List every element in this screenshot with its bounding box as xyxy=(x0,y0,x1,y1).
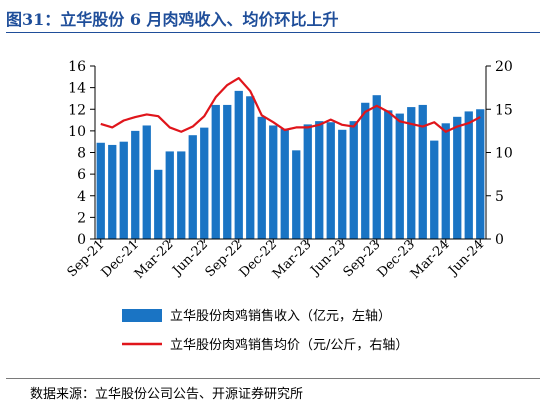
bar-revenue xyxy=(315,121,324,239)
x-tick-label: Jun-22 xyxy=(169,237,211,279)
bar-revenue xyxy=(407,107,416,240)
bar-revenue xyxy=(361,102,370,239)
x-tick-label: Mar-24 xyxy=(408,237,453,282)
y-left-tick-label: 16 xyxy=(68,59,86,75)
x-tick-label: Jun-23 xyxy=(307,237,349,279)
bar-revenue xyxy=(453,116,462,239)
bar-revenue xyxy=(326,122,335,239)
bar-revenue xyxy=(234,90,243,240)
legend-bar-swatch xyxy=(122,309,162,322)
bar-revenue xyxy=(96,142,105,239)
bar-revenue xyxy=(246,96,255,240)
bar-revenue xyxy=(349,121,358,239)
bar-revenue xyxy=(211,104,220,239)
bar-revenue xyxy=(430,140,439,239)
x-tick-label: Mar-23 xyxy=(270,237,315,282)
title-divider xyxy=(6,32,540,33)
y-left-tick-label: 2 xyxy=(77,210,86,226)
y-left-tick-label: 8 xyxy=(77,146,86,162)
bar-revenue xyxy=(188,135,197,239)
y-right-tick-label: 15 xyxy=(495,102,513,118)
bar-revenue xyxy=(200,127,209,239)
x-tick-label: Mar-22 xyxy=(132,237,177,282)
bar-revenue xyxy=(395,113,404,239)
bar-revenue xyxy=(464,111,473,239)
bar-revenue xyxy=(165,151,174,239)
bar-revenue xyxy=(223,104,232,239)
bar-revenue xyxy=(177,151,186,239)
bar-revenue xyxy=(108,144,117,239)
source-note: 数据来源：立华股份公司公告、开源证券研究所 xyxy=(30,387,304,402)
y-right-tick-label: 0 xyxy=(495,232,504,248)
y-left-tick-label: 4 xyxy=(77,189,86,205)
bar-revenue xyxy=(338,129,347,239)
y-left-tick-label: 12 xyxy=(68,102,86,118)
y-left-tick-label: 0 xyxy=(77,232,86,248)
legend-bar-label: 立华股份肉鸡销售收入（亿元，左轴） xyxy=(170,308,391,324)
bar-revenue xyxy=(154,169,163,239)
y-left-tick-label: 6 xyxy=(77,167,86,183)
source-divider xyxy=(6,378,540,379)
bar-revenue xyxy=(418,104,427,239)
y-right-tick-label: 5 xyxy=(495,189,504,205)
bar-revenue xyxy=(476,109,485,239)
bar-revenue xyxy=(372,95,381,239)
bar-revenue xyxy=(292,150,301,239)
bar-revenue xyxy=(257,116,266,239)
bar-revenue xyxy=(142,125,151,239)
chart-title: 图31：立华股份 6 月肉鸡收入、均价环比上升 xyxy=(6,10,339,29)
bar-revenue xyxy=(303,124,312,239)
bar-revenue xyxy=(384,110,393,239)
y-left-tick-label: 10 xyxy=(68,124,86,140)
bar-revenue xyxy=(280,128,289,239)
y-left-tick-label: 14 xyxy=(68,81,86,97)
legend-line-label: 立华股份肉鸡销售均价（元/公斤，右轴） xyxy=(170,337,408,353)
bar-revenue xyxy=(119,141,128,239)
y-right-tick-label: 10 xyxy=(495,146,513,162)
bar-revenue xyxy=(131,130,140,239)
bar-revenue xyxy=(269,125,278,239)
bar-revenue xyxy=(441,123,450,239)
x-tick-label: Jun-24 xyxy=(445,237,487,279)
y-right-tick-label: 20 xyxy=(495,59,513,75)
line-avg-price xyxy=(100,77,481,133)
